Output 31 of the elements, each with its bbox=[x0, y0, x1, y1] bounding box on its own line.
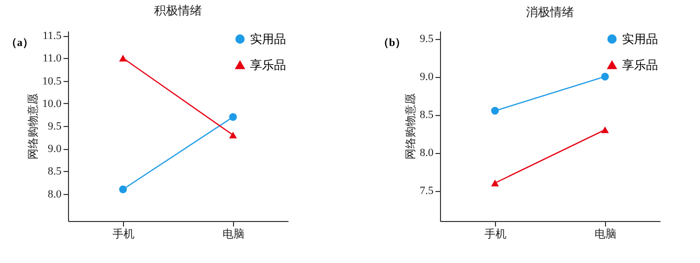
y-axis-title: 网络购物意愿 bbox=[404, 94, 417, 160]
legend-label: 享乐品 bbox=[622, 58, 658, 72]
y-tick-label: 9.0 bbox=[48, 143, 62, 156]
y-tick-label: 10.0 bbox=[42, 98, 62, 110]
point bbox=[491, 106, 499, 115]
y-tick-label: 8.0 bbox=[48, 188, 62, 200]
legend-label: 实用品 bbox=[250, 32, 286, 46]
chart-title: 积极情绪 bbox=[154, 4, 202, 18]
y-tick-label: 9.0 bbox=[420, 71, 434, 84]
y-tick-label: 7.5 bbox=[420, 185, 434, 198]
x-tick-label: 手机 bbox=[484, 228, 506, 240]
y-tick-label: 8.5 bbox=[420, 109, 434, 122]
y-tick-label: 9.5 bbox=[420, 33, 434, 46]
y-tick-label: 8.0 bbox=[420, 147, 434, 160]
legend-label: 实用品 bbox=[622, 32, 658, 46]
y-tick-label: 9.5 bbox=[48, 120, 62, 132]
point bbox=[119, 185, 127, 194]
x-tick-label: 电脑 bbox=[594, 228, 616, 240]
text: （a） bbox=[6, 37, 34, 49]
y-tick-label: 11.0 bbox=[42, 52, 62, 65]
y-axis-title: 网络购物意愿 bbox=[26, 94, 40, 160]
y-tick-label: 10.5 bbox=[42, 75, 62, 88]
legend-label: 享乐品 bbox=[250, 58, 286, 72]
point bbox=[601, 72, 609, 80]
chart-title: 消极情绪 bbox=[526, 5, 574, 19]
text: （b） bbox=[378, 37, 406, 49]
x-tick-label: 手机 bbox=[112, 228, 134, 240]
y-tick-label: 11.5 bbox=[42, 30, 62, 42]
x-tick-label: 电脑 bbox=[222, 228, 244, 240]
point bbox=[229, 113, 237, 121]
y-tick-label: 8.5 bbox=[48, 166, 62, 178]
